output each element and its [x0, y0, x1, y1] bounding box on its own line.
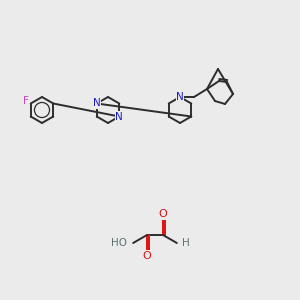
Text: N: N — [93, 98, 100, 109]
Text: O: O — [159, 209, 167, 219]
Text: N: N — [116, 112, 123, 122]
Text: HO: HO — [111, 238, 127, 248]
Text: F: F — [23, 95, 29, 106]
Text: N: N — [176, 92, 184, 102]
Text: O: O — [142, 251, 152, 261]
Text: H: H — [182, 238, 190, 248]
